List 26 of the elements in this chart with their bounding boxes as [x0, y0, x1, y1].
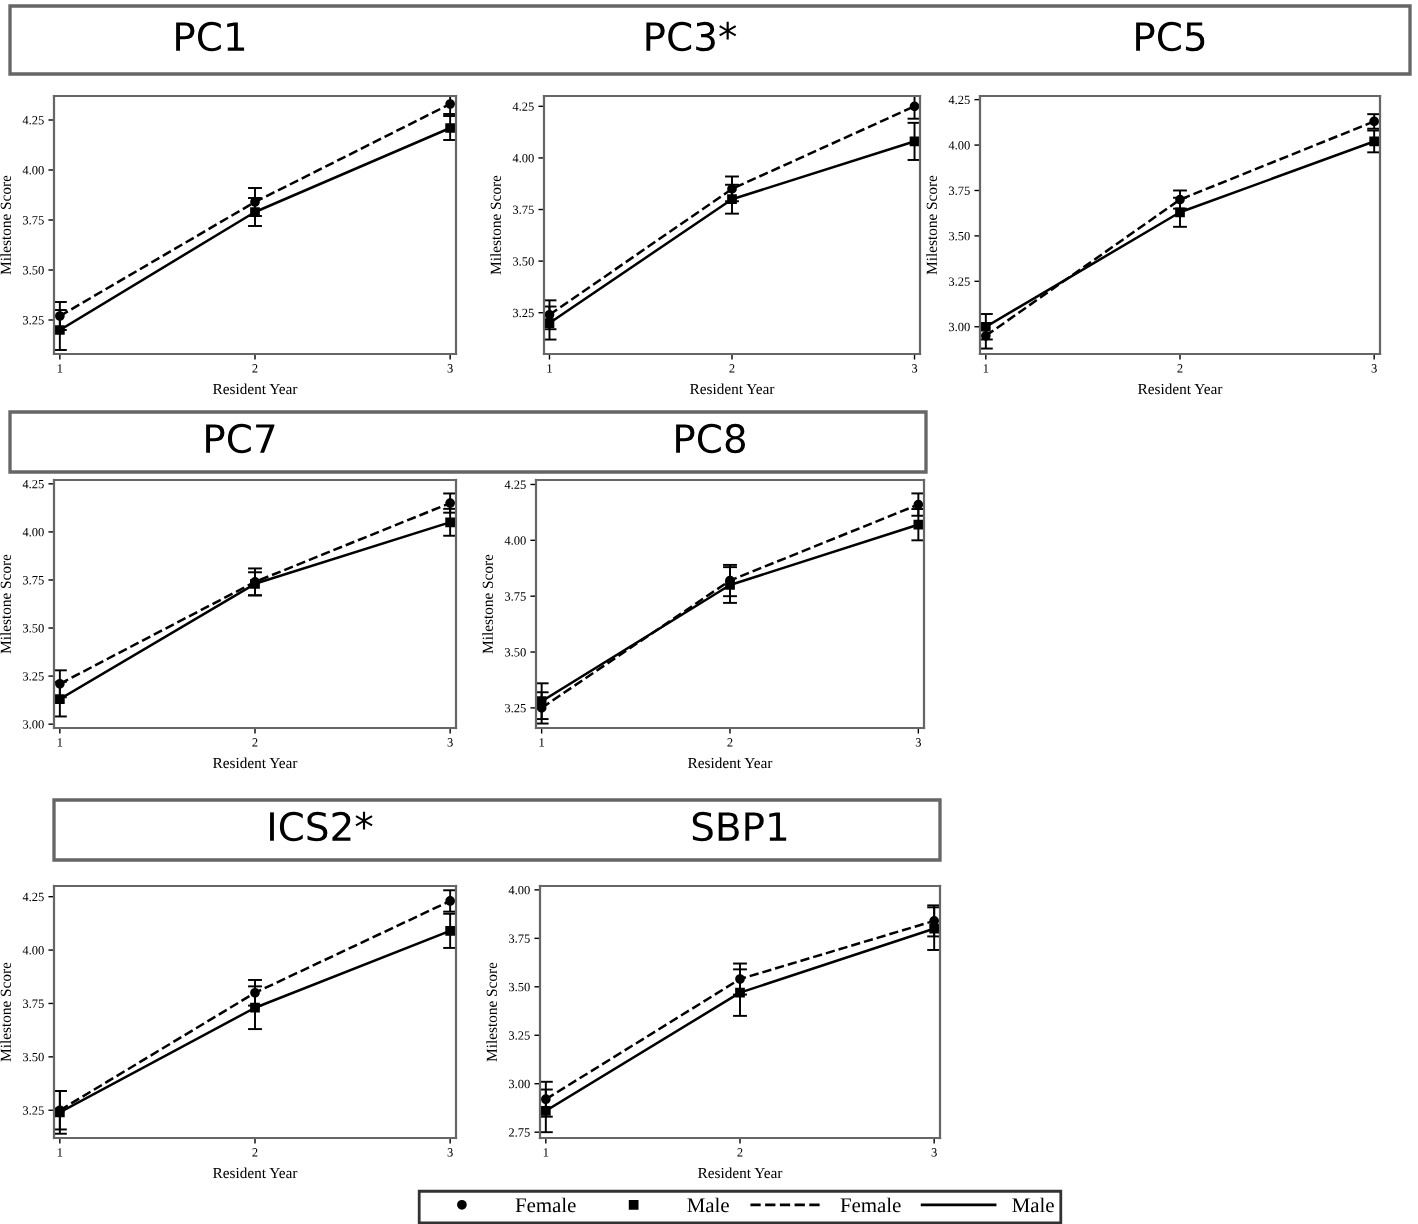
chart-title: PC5	[1136, 21, 1205, 52]
legend-label: Female	[840, 1197, 901, 1213]
point	[540, 1106, 551, 1116]
point	[250, 1002, 260, 1013]
point	[54, 694, 65, 705]
point	[1175, 207, 1185, 218]
point	[536, 696, 547, 707]
chart-title: SBP1	[692, 811, 787, 842]
text: Male	[687, 1197, 729, 1213]
point	[980, 321, 991, 332]
chart-title: ICS2*	[270, 811, 373, 842]
point	[445, 925, 456, 936]
point	[445, 123, 456, 133]
point	[445, 517, 456, 528]
point	[727, 194, 737, 205]
chart-title: PC8	[676, 423, 746, 454]
chart-title: PC7	[206, 423, 275, 454]
point	[544, 318, 555, 328]
chart-title: PC1	[176, 21, 245, 52]
chart-title: PC3*	[646, 21, 737, 52]
point	[913, 519, 924, 530]
legend-label: Male	[1012, 1197, 1054, 1213]
point	[725, 580, 735, 590]
point	[929, 923, 940, 934]
point	[250, 207, 260, 217]
text: Female	[515, 1197, 576, 1213]
